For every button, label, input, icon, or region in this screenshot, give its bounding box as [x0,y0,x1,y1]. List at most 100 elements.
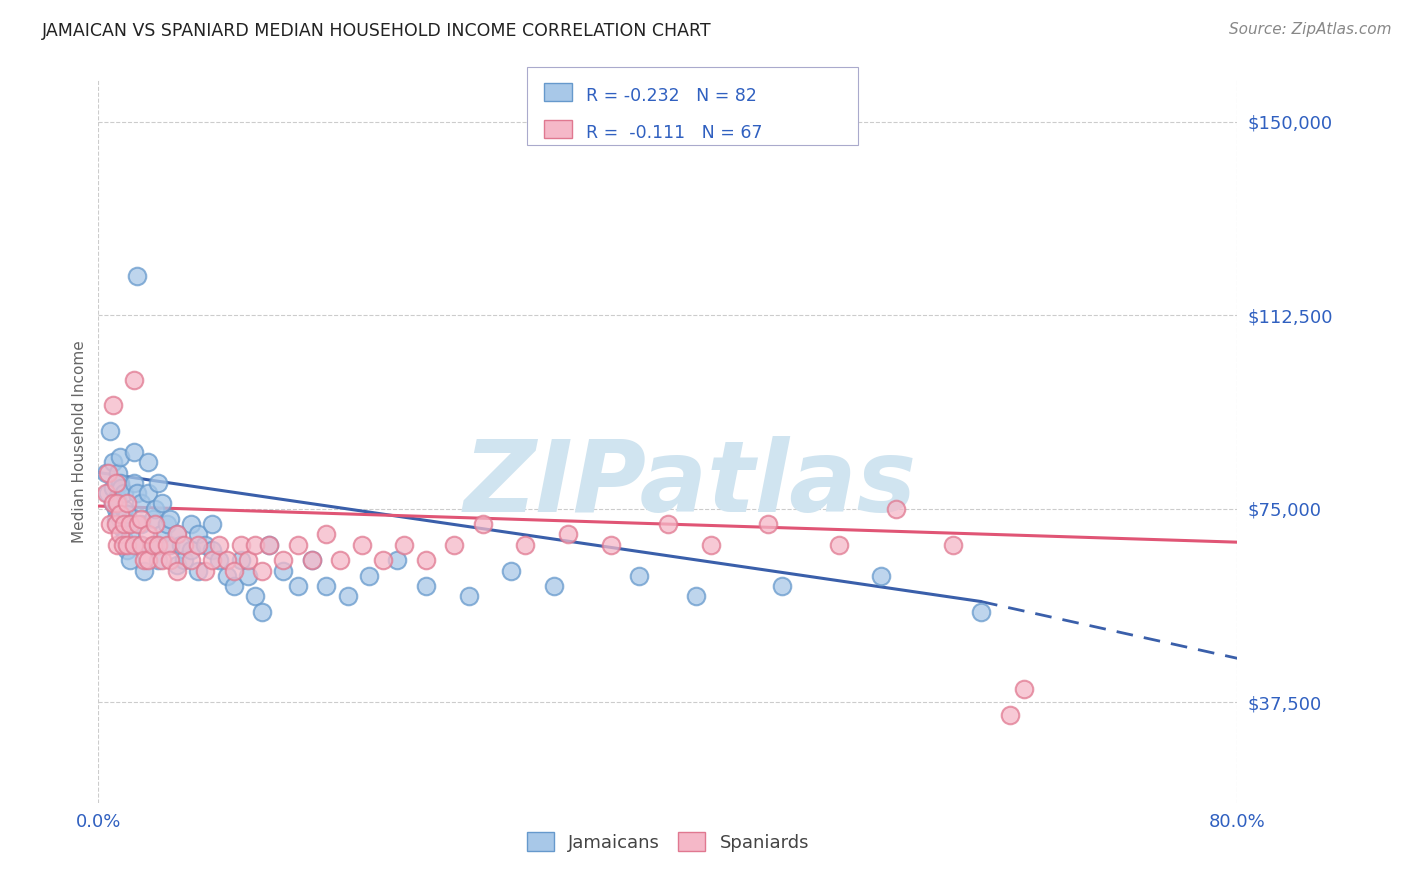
Point [108,512,131,526]
Point [628,568,651,582]
Point [145,501,167,516]
Point [107,466,129,480]
Point [127,517,149,532]
Point [105,491,128,506]
Point [301,553,323,567]
Point [287,579,309,593]
Point [273,553,295,567]
Point [105,496,128,510]
Point [97,466,120,480]
Point [97,486,120,500]
Point [148,475,170,490]
Point [110,507,132,521]
Point [166,527,188,541]
Point [101,481,124,495]
Point [471,517,494,532]
Point [118,553,141,567]
Point [115,517,138,532]
Point [104,517,127,532]
Point [970,605,993,619]
Text: ZIPatlas: ZIPatlas [464,436,917,533]
Point [152,527,174,541]
Point [287,538,309,552]
Point [156,517,179,532]
Point [180,542,202,557]
Point [159,553,181,567]
Point [136,455,159,469]
Point [336,590,359,604]
Point [194,564,217,578]
Point [557,527,579,541]
Point [250,605,273,619]
Point [201,542,224,557]
Point [159,538,181,552]
Text: Source: ZipAtlas.com: Source: ZipAtlas.com [1229,22,1392,37]
Point [222,579,245,593]
Point [148,553,170,567]
Point [373,553,395,567]
Point [159,512,181,526]
Point [104,475,127,490]
Point [457,590,479,604]
Point [115,496,138,510]
Point [350,538,373,552]
Y-axis label: Median Household Income: Median Household Income [72,340,87,543]
Point [101,496,124,510]
Point [756,517,779,532]
Point [104,501,127,516]
Point [215,553,238,567]
Point [118,517,141,532]
Point [387,553,409,567]
Point [699,538,721,552]
Point [998,708,1021,723]
Point [685,590,707,604]
Point [122,475,145,490]
Point [415,553,437,567]
Point [112,533,135,547]
Point [105,517,128,532]
Point [129,512,152,526]
Point [98,517,121,532]
Point [152,496,174,510]
Point [129,517,152,532]
Point [101,398,124,412]
Point [273,564,295,578]
Point [515,538,537,552]
Point [112,517,135,532]
Point [315,579,337,593]
Point [101,496,124,510]
Legend: Jamaicans, Spaniards: Jamaicans, Spaniards [519,825,817,859]
Text: R =  -0.111   N = 67: R = -0.111 N = 67 [586,124,763,142]
Point [201,517,224,532]
Point [208,553,231,567]
Point [543,579,565,593]
Point [828,538,851,552]
Point [129,538,152,552]
Point [229,553,252,567]
Point [180,553,202,567]
Point [1012,682,1035,697]
Point [108,475,131,490]
Point [770,579,793,593]
Point [942,538,965,552]
Point [112,501,135,516]
Point [136,527,159,541]
Point [166,558,188,573]
Point [129,496,152,510]
Point [115,507,138,521]
Point [111,538,134,552]
Point [329,553,352,567]
Point [108,450,131,464]
Point [112,486,135,500]
Point [122,445,145,459]
Point [173,538,195,552]
Point [118,527,141,541]
Point [236,568,259,582]
Point [107,496,129,510]
Point [122,538,145,552]
Point [250,564,273,578]
Point [141,512,163,526]
Point [657,517,679,532]
Text: R = -0.232   N = 82: R = -0.232 N = 82 [586,87,758,104]
Point [108,507,131,521]
